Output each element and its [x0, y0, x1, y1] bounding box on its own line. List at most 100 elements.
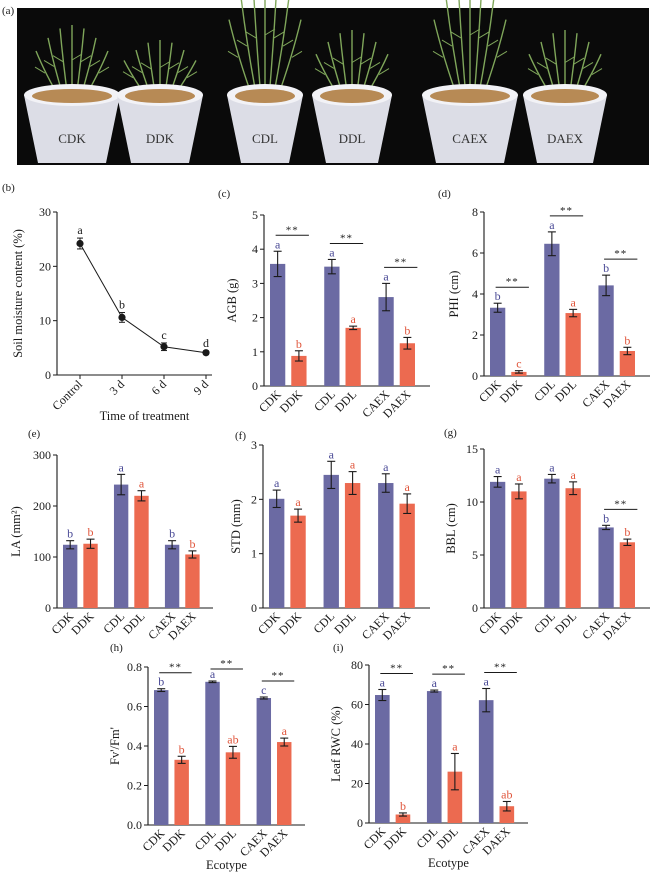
x-tick-label: DDL: [552, 609, 579, 636]
y-tick-label: 200: [33, 499, 51, 513]
plant-leaf: [360, 57, 372, 65]
significance-letter: a: [484, 675, 490, 689]
bar-control: [378, 483, 394, 608]
x-tick-label: DDL: [434, 824, 461, 851]
significance-letter: a: [383, 269, 389, 283]
significance-letter: c: [516, 357, 521, 371]
significance-letter: ab: [227, 732, 238, 746]
y-tick-label: 10: [466, 495, 478, 509]
pot-body: [117, 95, 203, 163]
plant-leaf: [564, 56, 576, 63]
panel-label-c: (c): [218, 188, 231, 200]
plant-leaf: [131, 66, 143, 73]
significance-letter: b: [158, 675, 164, 689]
y-tick-label: 100: [33, 550, 51, 564]
pot-label: CAEX: [452, 131, 488, 146]
significance-letter: a: [282, 724, 288, 738]
bar-control: [490, 481, 506, 608]
bar-drought: [344, 483, 361, 608]
x-tick-label: DDL: [552, 377, 579, 404]
data-point: [202, 349, 210, 357]
pot-daex: DAEX: [523, 30, 607, 163]
pot-cdl: CDL: [227, 0, 303, 163]
significance-letter: a: [329, 447, 335, 461]
plant-leaf: [245, 31, 257, 39]
bar-control: [269, 498, 285, 608]
series-line: [79, 243, 207, 354]
significance-letter: a: [380, 675, 386, 689]
bar-control: [154, 690, 169, 825]
bar-drought: [399, 343, 415, 386]
pot-body: [422, 95, 518, 163]
plant-leaf: [282, 39, 294, 47]
plant-leaf: [291, 50, 303, 58]
bar-control: [478, 700, 494, 823]
data-point: [160, 343, 168, 351]
y-tick-label: 20: [39, 259, 51, 273]
bar-drought: [185, 554, 200, 608]
pot-label: DAEX: [547, 131, 584, 146]
pot-caex: CAEX: [422, 0, 518, 163]
significance-letter: a: [295, 495, 301, 509]
x-axis-label: Ecotype: [206, 858, 247, 872]
significance-stars: **: [169, 662, 182, 674]
bar-control: [544, 478, 560, 608]
plant-leaf: [450, 31, 462, 39]
significance-letter: a: [495, 463, 501, 477]
plant-leaf: [227, 50, 239, 58]
x-tick-label: CDK: [476, 609, 504, 637]
x-tick-label: DDL: [212, 826, 239, 853]
significance-letter: a: [274, 476, 280, 490]
bar-drought: [399, 503, 415, 608]
y-tick-label: 3: [252, 276, 258, 290]
bar-control: [598, 285, 614, 376]
bar-drought: [225, 752, 241, 825]
y-axis-label: Fv'/Fm': [108, 727, 122, 765]
y-tick-label: 15: [466, 442, 478, 456]
x-tick-label: DDK: [381, 824, 410, 853]
x-tick-label: DDK: [277, 387, 306, 416]
plant-leaf: [264, 28, 276, 36]
x-tick-label: DDL: [120, 609, 147, 636]
y-tick-label: 0: [251, 601, 257, 615]
pot-body: [523, 95, 607, 163]
plant-leaf: [478, 31, 490, 39]
pot-soil: [235, 89, 295, 103]
plant-leaf: [159, 61, 171, 68]
significance-stars: **: [272, 670, 285, 682]
significance-letter: c: [261, 683, 266, 697]
x-tick-label: CDL: [531, 377, 558, 404]
panel-label-a: (a): [2, 5, 15, 17]
y-tick-label: 8: [472, 205, 478, 219]
x-tick-label: DDK: [497, 609, 526, 638]
significance-letter: b: [495, 289, 501, 303]
significance-stars: **: [340, 232, 353, 244]
plant-leaf: [52, 55, 64, 63]
y-tick-label: 2: [251, 492, 257, 506]
plant-leaf: [177, 66, 189, 73]
panel-label-e: (e): [28, 428, 41, 440]
x-tick-label: DDL: [332, 387, 359, 414]
y-tick-label: 0.8: [127, 660, 142, 674]
y-tick-label: 40: [351, 737, 363, 751]
y-axis-label: LA (mm²): [9, 506, 23, 557]
significance-letter: a: [350, 312, 356, 326]
significance-letter: b: [624, 525, 630, 539]
y-axis-label: AGB (g): [225, 278, 239, 322]
chart-b: (b) 0 10 20 30 Soil moisture content (%) a Cont…: [2, 182, 212, 423]
y-axis-label: Leaf RWC (%): [329, 706, 343, 782]
bar-drought: [395, 814, 411, 823]
y-tick-label: 0: [45, 601, 51, 615]
pot-ddk: DDK: [117, 40, 203, 163]
y-tick-label: 0: [252, 379, 258, 393]
x-tick-label: CDL: [311, 387, 338, 414]
bar-control: [375, 695, 390, 823]
significance-letter: ab: [501, 787, 512, 801]
y-tick-label: 10: [39, 314, 51, 328]
plant-leaf: [34, 66, 46, 74]
significance-letter: a: [549, 218, 555, 232]
pot-body: [227, 95, 303, 163]
